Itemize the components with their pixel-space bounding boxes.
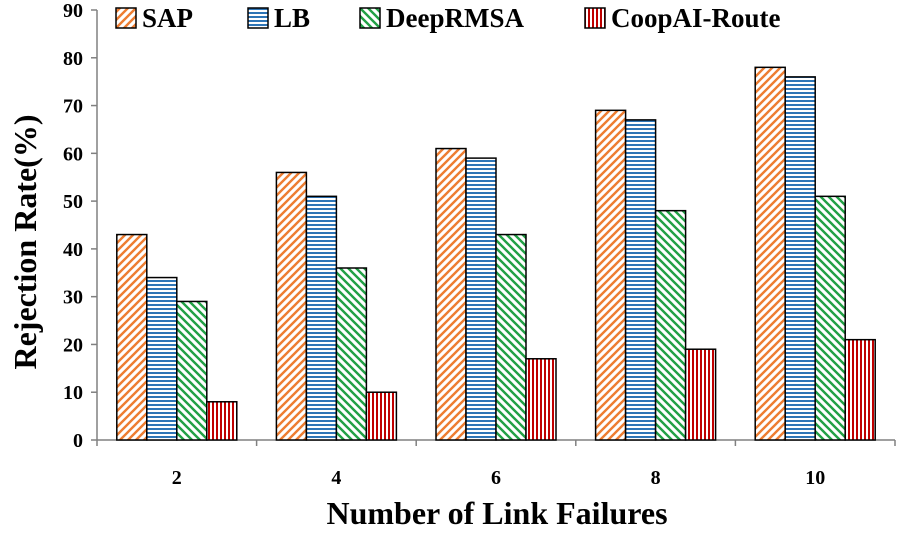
legend-item: CoopAI-Route [584,3,781,33]
bar-lb-10 [784,76,816,441]
legend-label: SAP [142,3,193,33]
bar-sap-4 [275,171,308,441]
y-tick-label: 30 [63,287,83,309]
y-tick-label: 60 [63,143,83,165]
x-tick-label: 6 [491,467,501,489]
legend-item: SAP [115,3,193,33]
legend-swatch [584,7,606,29]
y-axis-label: Rejection Rate(%) [7,115,43,370]
bar-coopai-route-2 [206,401,238,441]
legend-swatch [247,7,269,29]
bar-sap-8 [594,109,627,441]
bar-lb-8 [624,119,657,441]
bar-coopai-route-8 [684,348,717,441]
bar-deeprmsa-6 [495,233,527,441]
y-tick-label: 90 [63,0,83,22]
axes: 0 10 20 30 40 50 60 70 80 90 2 4 6 8 10 [63,0,896,489]
y-tick-label: 80 [63,48,83,70]
bar-deeprmsa-10 [814,195,846,441]
legend: SAP LB DeepRMSA CoopAI-Route [115,3,781,33]
bar-coopai-route-4 [365,391,398,441]
legend-label: DeepRMSA [386,3,524,33]
legend-swatch [359,7,381,29]
bar-lb-2 [146,276,178,441]
y-tick-label: 70 [63,96,83,118]
x-axis-label: Number of Link Failures [326,495,667,530]
bar-lb-4 [305,195,338,441]
y-tick-label: 0 [73,430,83,452]
x-tick-label: 2 [172,467,182,489]
x-tick-label: 10 [805,467,825,489]
x-tick-label: 8 [651,467,661,489]
legend-label: CoopAI-Route [611,3,781,33]
y-tick-label: 50 [63,191,83,213]
bar-deeprmsa-2 [176,300,208,441]
legend-swatch [115,7,137,29]
bar-sap-10 [754,66,786,441]
legend-label: LB [274,3,310,33]
bar-coopai-route-6 [525,358,557,441]
legend-item: LB [247,3,310,33]
legend-item: DeepRMSA [359,3,524,33]
bar-deeprmsa-4 [335,267,368,441]
y-tick-label: 40 [63,239,83,261]
bar-sap-6 [435,147,467,441]
bars [116,66,876,441]
y-tick-label: 10 [63,382,83,404]
bar-lb-6 [465,157,497,441]
bar-sap-2 [116,233,148,441]
bar-coopai-route-10 [844,338,876,441]
x-tick-label: 4 [331,467,341,489]
bar-deeprmsa-8 [654,209,687,441]
y-tick-label: 20 [63,334,83,356]
